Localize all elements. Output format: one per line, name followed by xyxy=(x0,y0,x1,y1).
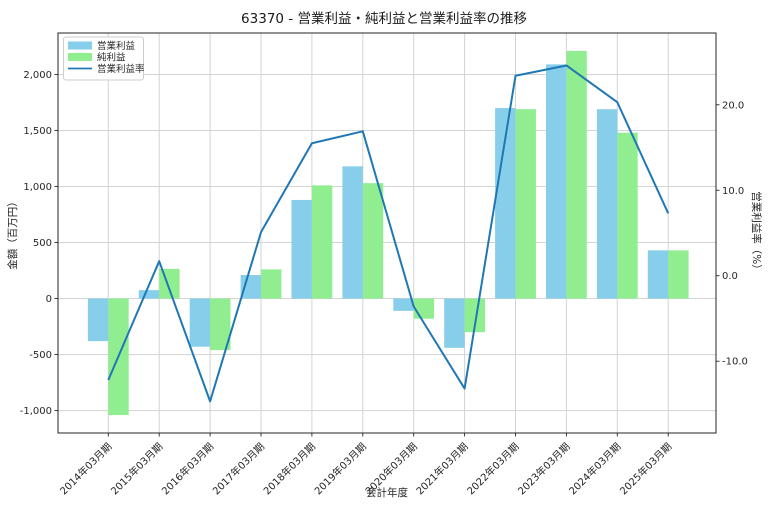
bar xyxy=(87,298,109,342)
x-tick-label: 2022年03月期 xyxy=(464,440,521,497)
rate-line xyxy=(107,64,670,403)
y-tick-label-right: 0.0 xyxy=(722,271,738,282)
bars-営業利益 xyxy=(87,64,669,348)
y-tick-label-right: 20.0 xyxy=(722,100,744,111)
bar xyxy=(566,50,587,299)
y-axis-label-right: 営業利益率（%） xyxy=(750,191,763,274)
bar xyxy=(189,298,211,347)
y-axis-left: -1,000 -500 0 500 1,000 1,500 2,000 xyxy=(20,70,58,417)
x-tick-label: 2014年03月期 xyxy=(57,440,114,497)
x-tick-label: 2018年03月期 xyxy=(261,440,318,497)
bar xyxy=(393,298,414,311)
y-tick-label-left: -500 xyxy=(29,350,52,361)
x-tick-label: 2025年03月期 xyxy=(617,440,674,497)
bar xyxy=(617,132,638,299)
y-axis-label-left: 金額（百万円） xyxy=(6,196,19,270)
y-tick-label-right: 10.0 xyxy=(722,186,744,197)
bar xyxy=(413,298,435,319)
bar xyxy=(311,185,333,299)
bar xyxy=(342,166,363,299)
legend-item: 営業利益 xyxy=(68,40,136,52)
y-tick-label-right: -10.0 xyxy=(722,357,748,368)
x-tick-label: 2021年03月期 xyxy=(413,440,470,497)
bar xyxy=(159,268,180,299)
bar xyxy=(668,250,689,299)
plot-area: -1,000 -500 0 500 1,000 1,500 2,000 -10.0 0.0 10.… xyxy=(20,32,748,497)
bar xyxy=(362,183,384,299)
y-tick-label-left: -1,000 xyxy=(20,406,52,417)
bar xyxy=(596,109,618,299)
y-tick-label-left: 500 xyxy=(33,238,52,249)
legend-item: 営業利益率 xyxy=(68,63,145,75)
bar xyxy=(546,64,567,299)
bar xyxy=(261,269,282,299)
x-tick-label: 2016年03月期 xyxy=(159,440,216,497)
bar xyxy=(444,298,465,348)
x-tick-label: 2017年03月期 xyxy=(210,440,267,497)
bar xyxy=(464,298,485,333)
chart-title: 63370 - 営業利益・純利益と営業利益率の推移 xyxy=(241,10,527,27)
legend-swatch xyxy=(68,53,92,61)
bar xyxy=(515,109,536,299)
legend-label: 純利益 xyxy=(97,51,126,63)
y-tick-label-left: 2,000 xyxy=(23,70,52,81)
legend-label: 営業利益 xyxy=(97,40,136,52)
y-tick-label-left: 0 xyxy=(46,294,52,305)
x-tick-label: 2023年03月期 xyxy=(515,440,572,497)
bar xyxy=(210,298,231,351)
y-tick-label-left: 1,000 xyxy=(23,182,52,193)
x-tick-label: 2024年03月期 xyxy=(566,440,623,497)
plot-border xyxy=(57,32,717,434)
x-tick-label: 2015年03月期 xyxy=(108,440,165,497)
bar xyxy=(291,199,312,299)
legend-swatch xyxy=(68,41,92,50)
y-axis-right: -10.0 0.0 10.0 20.0 xyxy=(716,100,748,368)
bar xyxy=(138,290,160,299)
bar xyxy=(495,108,516,299)
legend-label: 営業利益率 xyxy=(97,63,145,75)
bar xyxy=(647,250,669,299)
legend-item: 純利益 xyxy=(68,51,126,63)
y-tick-label-left: 1,500 xyxy=(23,126,52,137)
gridlines xyxy=(58,33,716,433)
x-tick-label: 2019年03月期 xyxy=(312,440,369,497)
x-axis-label: 会計年度 xyxy=(366,486,408,499)
